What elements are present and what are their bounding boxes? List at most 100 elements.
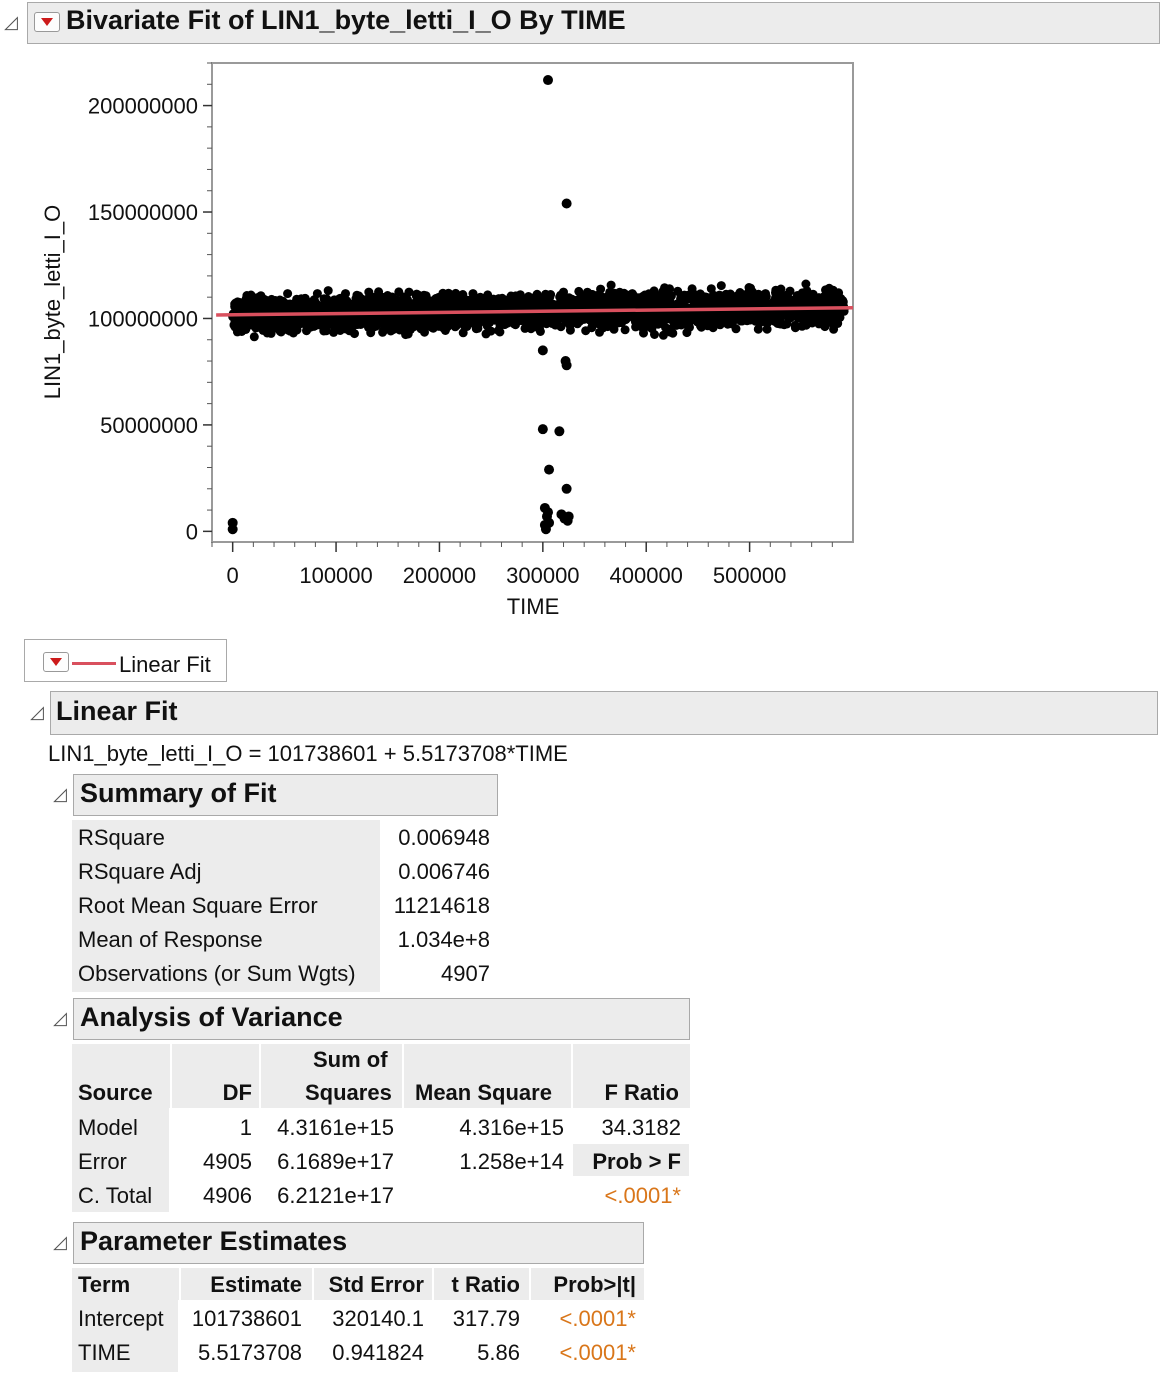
data-point [236,299,246,309]
data-point [513,292,523,302]
data-point [260,319,270,329]
x-tick-label: 300000 [506,563,579,588]
anova-f: 34.3182 [601,1115,681,1140]
anova-header [73,998,690,1040]
anova-disclosure-icon[interactable]: ◿ [53,1008,67,1028]
prob-f-value: <.0001* [604,1183,681,1208]
summary-title: Summary of Fit [80,778,277,808]
data-point [358,314,368,324]
data-point [650,330,659,339]
scatter-chart: 0 50000000 100000000 150000000 200000000 0 100… [40,62,854,619]
data-point [348,299,358,309]
linear-fit-header [50,691,1158,735]
data-point [283,289,293,299]
x-axis-label: TIME [507,594,560,619]
summary-label: Observations (or Sum Wgts) [78,961,356,986]
data-point [458,290,468,299]
data-point [658,319,668,329]
data-point [268,324,277,334]
data-point [525,302,535,312]
data-point [565,325,575,335]
data-point [498,300,508,310]
y-axis-label: LIN1_byte_letti_I_O [40,205,65,399]
summary-label-column [72,820,380,992]
data-point [715,290,724,300]
data-point [422,296,432,306]
data-point [545,315,555,325]
data-point [801,309,811,319]
params-disclosure-icon[interactable]: ◿ [53,1232,67,1252]
summary-label: Mean of Response [78,927,263,952]
data-point [696,322,706,332]
data-point [624,296,634,306]
data-point [428,315,438,325]
data-point [487,300,497,310]
data-point [579,299,589,309]
data-point [294,300,304,310]
data-point [446,313,456,322]
data-point [802,286,812,296]
anova-header-row [72,1044,690,1108]
data-point [835,312,845,322]
disclosure-triangle-icon[interactable]: ◿ [4,12,18,32]
data-point [493,326,503,335]
params-header-row [72,1268,644,1300]
red-triangle-menu-icon[interactable] [34,12,60,32]
data-point [762,324,772,334]
data-point [790,323,800,333]
data-point [640,320,650,330]
anova-col-f: F Ratio [604,1080,679,1105]
data-point [321,326,331,336]
params-col-estimate: Estimate [210,1272,302,1297]
fit-line [216,305,854,317]
data-point [270,296,280,305]
legend-line-swatch [72,662,116,665]
data-point [531,322,540,332]
data-point [615,287,625,297]
anova-ms: 1.258e+14 [459,1149,564,1174]
anova-col-ms: Mean Square [415,1080,552,1105]
data-point [658,330,668,340]
data-point [603,322,613,332]
outlier-point [227,524,238,535]
summary-label: RSquare Adj [78,859,202,884]
data-point [522,318,532,327]
summary-value: 1.034e+8 [397,927,490,952]
x-tick-label: 400000 [610,563,683,588]
data-point [531,293,541,303]
outlier-point [537,424,548,435]
x-tick-label: 500000 [713,563,786,588]
data-point [695,297,705,307]
data-point [670,312,680,322]
data-point [323,286,333,296]
data-point [814,319,824,329]
outlier-point [543,507,554,518]
data-point [252,301,262,311]
anova-source-column [72,1108,169,1212]
data-point [374,301,384,311]
data-point [723,319,733,329]
summary-value: 4907 [441,961,490,986]
summary-disclosure-icon[interactable]: ◿ [53,784,67,804]
outlier-point [537,345,548,356]
data-point [801,279,811,289]
data-point [556,293,566,303]
linear-fit-disclosure-icon[interactable]: ◿ [30,702,44,722]
y-tick-label: 0 [186,519,198,544]
data-point [774,292,783,302]
report-title: Bivariate Fit of LIN1_byte_letti_I_O By … [66,5,626,35]
data-point [707,293,717,303]
data-point [812,297,822,306]
y-tick-label: 50000000 [100,413,198,438]
data-point [321,302,331,312]
legend-label[interactable]: Linear Fit [119,652,211,677]
legend-menu-icon[interactable] [43,652,69,672]
data-point [668,328,678,338]
data-point [244,302,254,312]
data-point [746,283,755,293]
summary-label: Root Mean Square Error [78,893,318,918]
anova-ss: 6.2121e+17 [277,1183,394,1208]
data-point [731,324,741,334]
data-point [574,286,584,296]
anova-ss: 6.1689e+17 [277,1149,394,1174]
